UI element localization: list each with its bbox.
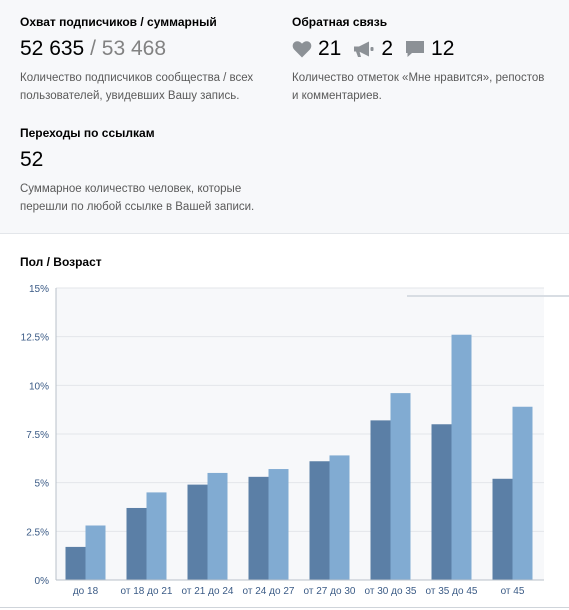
feedback-title: Обратная связь <box>292 15 388 29</box>
heart-icon <box>292 41 312 58</box>
feedback-description: Количество отметок «Мне нравится», репос… <box>292 69 562 105</box>
x-tick-label: от 24 до 27 <box>243 586 295 597</box>
x-tick-label: от 18 до 21 <box>121 586 173 597</box>
feedback-description-line2: и комментариев. <box>292 90 382 102</box>
bar-light[interactable] <box>390 393 411 580</box>
bar-light[interactable] <box>268 469 289 580</box>
reach-values: 52 635 / 53 468 <box>20 36 270 62</box>
reach-total: 53 468 <box>101 37 166 60</box>
clicks-title: Переходы по ссылкам <box>20 126 155 140</box>
reposts-counter[interactable]: 2 <box>353 36 393 62</box>
y-axis-ticks: 0% 2.5% 5% 7.5% 10% 12.5% 15% <box>21 284 49 587</box>
x-tick-label: от 27 до 30 <box>304 586 356 597</box>
reach-separator: / <box>90 37 96 60</box>
bar-light[interactable] <box>85 525 106 580</box>
y-tick-label: 10% <box>29 381 49 392</box>
clicks-block: Переходы по ссылкам 52 Суммарное количес… <box>20 125 280 216</box>
y-tick-label: 5% <box>35 479 50 490</box>
bar-light[interactable] <box>146 492 167 580</box>
feedback-block: Обратная связь 21 2 12 <box>292 14 562 105</box>
bar-dark[interactable] <box>248 476 269 580</box>
reach-subscribers: 52 635 <box>20 37 85 60</box>
reach-description: Количество подписчиков сообщества / всех… <box>20 69 270 105</box>
bars <box>65 334 533 580</box>
reach-title: Охват подписчиков / суммарный <box>20 15 217 29</box>
bottom-divider <box>0 607 569 608</box>
likes-counter[interactable]: 21 <box>292 36 341 62</box>
x-tick-label: от 21 до 24 <box>182 586 234 597</box>
bar-dark[interactable] <box>65 546 86 580</box>
bar-light[interactable] <box>329 455 350 580</box>
bar-light[interactable] <box>207 472 228 580</box>
feedback-description-line1: Количество отметок «Мне нравится», репос… <box>292 72 545 84</box>
bar-light[interactable] <box>451 334 472 580</box>
feedback-counters: 21 2 12 <box>292 36 562 62</box>
y-tick-label: 2.5% <box>26 527 49 538</box>
clicks-description-line2: перешли по любой ссылке в Вашей записи. <box>20 201 255 213</box>
reach-description-line2: пользователей, увидевших Вашу запись. <box>20 90 240 102</box>
gender-age-chart: 0% 2.5% 5% 7.5% 10% 12.5% 15% до 18 от 18 до 21… <box>21 284 569 597</box>
x-tick-label: от 45 <box>501 586 525 597</box>
bar-dark[interactable] <box>431 424 452 580</box>
x-tick-label: до 18 <box>73 586 99 597</box>
bar-dark[interactable] <box>370 420 391 580</box>
clicks-count: 52 <box>20 148 44 171</box>
bar-light[interactable] <box>512 406 533 580</box>
bar-dark[interactable] <box>492 478 513 580</box>
comments-count: 12 <box>431 37 455 60</box>
chart-title: Пол / Возраст <box>20 255 102 269</box>
reach-block: Охват подписчиков / суммарный 52 635 / 5… <box>20 14 270 105</box>
reposts-count: 2 <box>381 37 394 60</box>
clicks-description-line1: Суммарное количество человек, которые <box>20 183 242 195</box>
y-tick-label: 7.5% <box>26 430 49 441</box>
bar-dark[interactable] <box>187 484 208 580</box>
megaphone-icon <box>354 41 374 57</box>
reach-description-line1: Количество подписчиков сообщества / всех <box>20 72 254 84</box>
y-tick-label: 0% <box>35 576 50 587</box>
bar-dark[interactable] <box>126 507 147 580</box>
scroll-indicator <box>407 295 569 297</box>
x-tick-label: от 30 до 35 <box>365 586 417 597</box>
post-stats-panel: Охват подписчиков / суммарный 52 635 / 5… <box>0 0 569 234</box>
likes-count: 21 <box>318 37 342 60</box>
bar-dark[interactable] <box>309 461 330 580</box>
y-tick-label: 12.5% <box>21 333 49 344</box>
clicks-description: Суммарное количество человек, которые пе… <box>20 180 280 216</box>
x-axis-ticks: до 18 от 18 до 21 от 21 до 24 от 24 до 27 от… <box>73 586 525 597</box>
x-tick-label: от 35 до 45 <box>426 586 478 597</box>
y-tick-label: 15% <box>29 284 49 295</box>
comments-counter[interactable]: 12 <box>405 36 454 62</box>
comment-icon <box>406 41 425 57</box>
